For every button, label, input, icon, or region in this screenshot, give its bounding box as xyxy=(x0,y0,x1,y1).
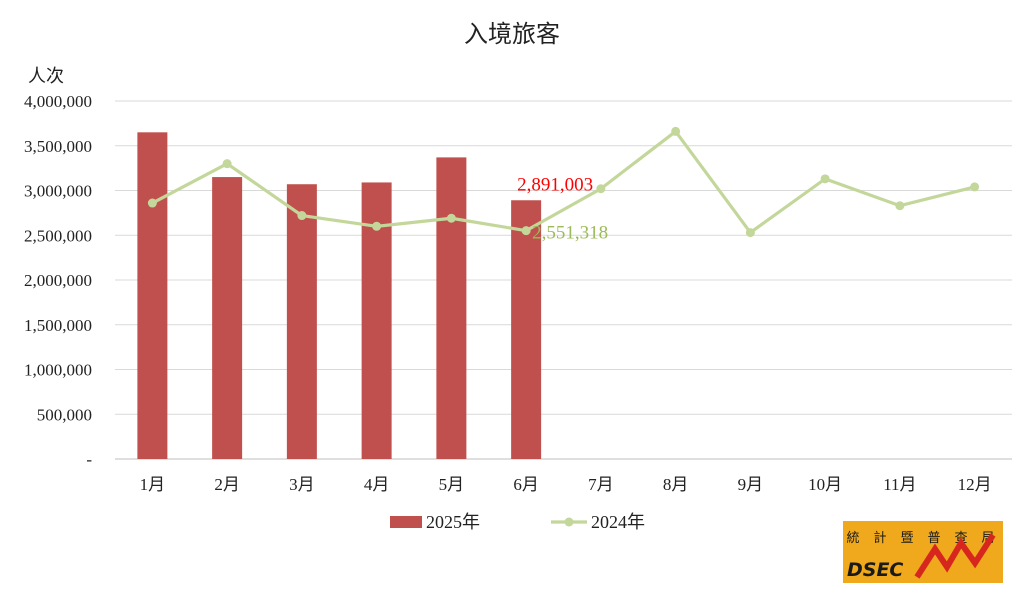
x-tick-label: 3月 xyxy=(289,475,315,494)
legend-swatch-marker xyxy=(564,517,574,527)
y-tick-label: 1,000,000 xyxy=(24,361,92,380)
line-point xyxy=(745,228,755,238)
logo-char: 暨 xyxy=(900,531,913,546)
logo-char: 普 xyxy=(927,531,940,546)
chart-title: 入境旅客 xyxy=(464,20,560,48)
y-tick-label: 2,500,000 xyxy=(24,226,92,245)
bar xyxy=(436,157,467,459)
line-point xyxy=(671,126,681,136)
legend: 2025年 2024年 xyxy=(390,512,645,532)
line-point xyxy=(895,201,905,211)
logo-zigzag-mark xyxy=(914,533,996,579)
line-point xyxy=(970,182,980,192)
line-point xyxy=(372,221,382,231)
series-line xyxy=(151,129,976,235)
x-tick-label: 7月 xyxy=(588,475,614,494)
line-point xyxy=(820,174,830,184)
y-tick-label: 3,500,000 xyxy=(24,137,92,156)
line-point xyxy=(596,184,606,194)
y-tick-label: 2,000,000 xyxy=(24,271,92,290)
bar xyxy=(511,200,542,459)
gridlines xyxy=(115,100,1012,460)
y-tick-label: - xyxy=(86,450,92,469)
line-point xyxy=(446,213,456,223)
logo-char: 統 xyxy=(846,531,859,546)
x-tick-label: 5月 xyxy=(439,475,465,494)
x-tick-label: 12月 xyxy=(958,475,992,494)
line-data-label: 2,551,318 xyxy=(532,223,608,244)
bar xyxy=(137,132,168,459)
x-tick-label: 9月 xyxy=(738,475,764,494)
line-point xyxy=(222,159,232,169)
x-tick-label: 8月 xyxy=(663,475,689,494)
y-tick-label: 4,000,000 xyxy=(24,92,92,111)
y-tick-labels: - 500,000 1,000,000 1,500,000 2,000,000 2,500… xyxy=(24,92,92,469)
y-tick-label: 500,000 xyxy=(37,405,92,424)
bar-series-2025 xyxy=(137,132,542,460)
x-tick-label: 11月 xyxy=(883,475,916,494)
x-tick-label: 2月 xyxy=(214,475,240,494)
logo-chars: 統計暨普查局 xyxy=(846,530,994,546)
y-axis-label: 人次 xyxy=(28,66,64,87)
x-tick-label: 1月 xyxy=(140,475,166,494)
line-point xyxy=(521,226,531,236)
logo-char: 計 xyxy=(873,530,886,546)
x-tick-label: 6月 xyxy=(513,475,539,494)
bar xyxy=(286,184,317,460)
line-point xyxy=(297,211,307,221)
legend-label-2025: 2025年 xyxy=(426,512,480,532)
y-tick-label: 3,000,000 xyxy=(24,182,92,201)
line-series-2024 xyxy=(147,126,980,238)
data-labels: 2,891,003 2,551,318 xyxy=(517,174,608,243)
x-tick-labels: 1月 2月 3月 4月 5月 6月 7月 8月 9月 10月 11月 12月 xyxy=(140,475,992,494)
line-point xyxy=(147,198,157,208)
bar-data-label: 2,891,003 xyxy=(517,174,593,195)
legend-swatch-bar xyxy=(390,516,422,528)
x-tick-label: 4月 xyxy=(364,475,390,494)
y-tick-label: 1,500,000 xyxy=(24,316,92,335)
logo-text: DSEC xyxy=(847,559,903,581)
legend-label-2024: 2024年 xyxy=(591,512,645,532)
x-tick-label: 10月 xyxy=(808,475,842,494)
dsec-logo: 統計暨普查局 DSEC xyxy=(843,521,1003,583)
bar xyxy=(212,177,243,459)
